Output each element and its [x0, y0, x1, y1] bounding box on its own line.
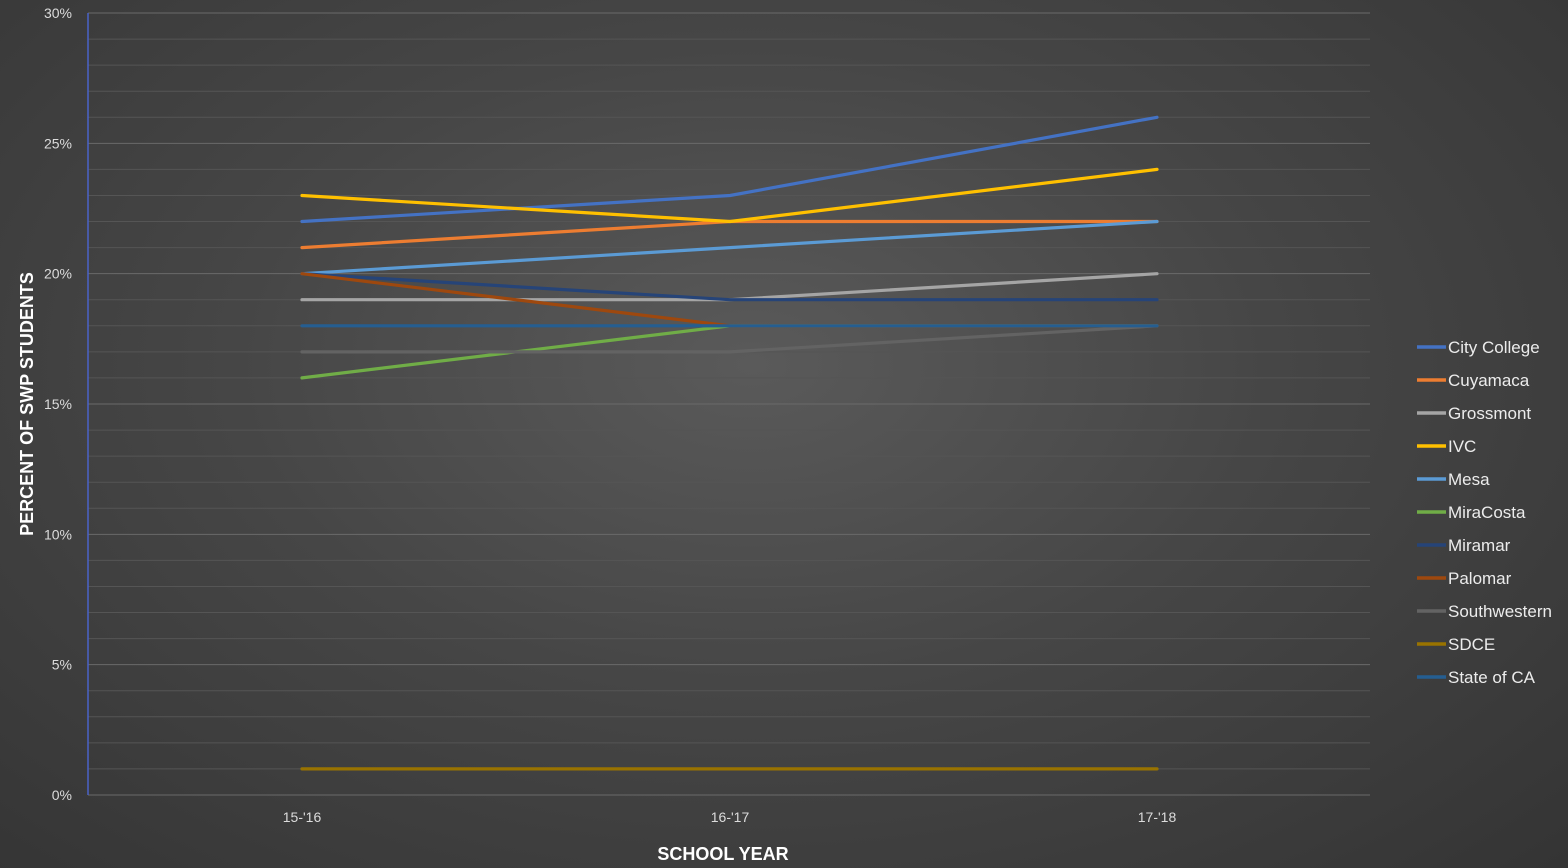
y-tick-label: 20%: [44, 266, 72, 282]
x-axis-title: SCHOOL YEAR: [657, 844, 788, 864]
y-tick-label: 15%: [44, 396, 72, 412]
series-line-grossmont: [300, 272, 1159, 302]
legend: City College Cuyamaca Grossmont IVC Mesa Mira…: [1417, 338, 1552, 687]
series-line-southwestern: [300, 324, 1159, 354]
legend-label-miracosta: MiraCosta: [1448, 503, 1526, 522]
legend-label-palomar: Palomar: [1448, 569, 1512, 588]
series-lines: [300, 115, 1159, 771]
legend-label-cuyamaca: Cuyamaca: [1448, 371, 1530, 390]
y-tick-label: 0%: [52, 787, 72, 803]
legend-label-state-of-ca: State of CA: [1448, 668, 1536, 687]
legend-label-miramar: Miramar: [1448, 536, 1511, 555]
series-line-miramar: [300, 272, 1159, 302]
series-line-city-college: [300, 115, 1159, 224]
y-tick-label: 30%: [44, 5, 72, 21]
x-tick-label: 16-'17: [711, 809, 750, 825]
series-line-ivc: [300, 167, 1159, 224]
legend-label-ivc: IVC: [1448, 437, 1476, 456]
legend-label-grossmont: Grossmont: [1448, 404, 1531, 423]
series-line-mesa: [300, 219, 1159, 276]
x-tick-label: 17-'18: [1138, 809, 1177, 825]
x-axis-ticks: 15-'16 16-'17 17-'18: [283, 809, 1177, 825]
gridlines: [88, 12, 1370, 796]
y-axis-title: PERCENT OF SWP STUDENTS: [17, 272, 37, 536]
x-tick-label: 15-'16: [283, 809, 322, 825]
legend-label-southwestern: Southwestern: [1448, 602, 1552, 621]
y-tick-label: 25%: [44, 135, 72, 151]
legend-label-city-college: City College: [1448, 338, 1540, 357]
legend-label-mesa: Mesa: [1448, 470, 1490, 489]
legend-label-sdce: SDCE: [1448, 635, 1495, 654]
series-line-cuyamaca: [300, 219, 1159, 250]
y-tick-label: 10%: [44, 526, 72, 542]
y-tick-label: 5%: [52, 657, 72, 673]
y-axis-ticks: 0% 5% 10% 15% 20% 25% 30%: [44, 5, 72, 803]
